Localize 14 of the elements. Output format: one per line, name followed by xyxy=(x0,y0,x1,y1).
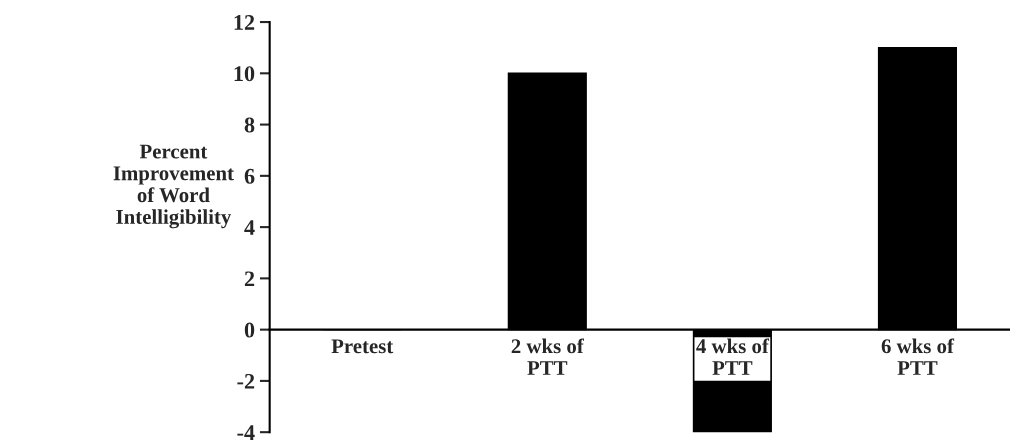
y-tick-label: -2 xyxy=(237,373,255,389)
y-axis-title: Percent Improvement of Word Intelligibility xyxy=(113,144,234,229)
y-tick-label: 12 xyxy=(234,15,255,30)
y-tick-label: 4 xyxy=(244,220,255,235)
x-tick-label: 4 wks of PTT xyxy=(696,338,770,375)
y-tick-label: 0 xyxy=(244,322,255,338)
y-tick-label: 6 xyxy=(244,168,255,184)
x-tick-label: 6 wks of PTT xyxy=(881,338,955,375)
x-tick-label: Pretest xyxy=(331,339,394,354)
y-tick-label: -4 xyxy=(237,425,255,440)
x-tick-label: 2 wks of PTT xyxy=(511,338,584,375)
y-tick-label: 8 xyxy=(244,117,255,133)
y-tick-label: 10 xyxy=(234,66,255,82)
y-tick-label: 2 xyxy=(244,271,255,287)
